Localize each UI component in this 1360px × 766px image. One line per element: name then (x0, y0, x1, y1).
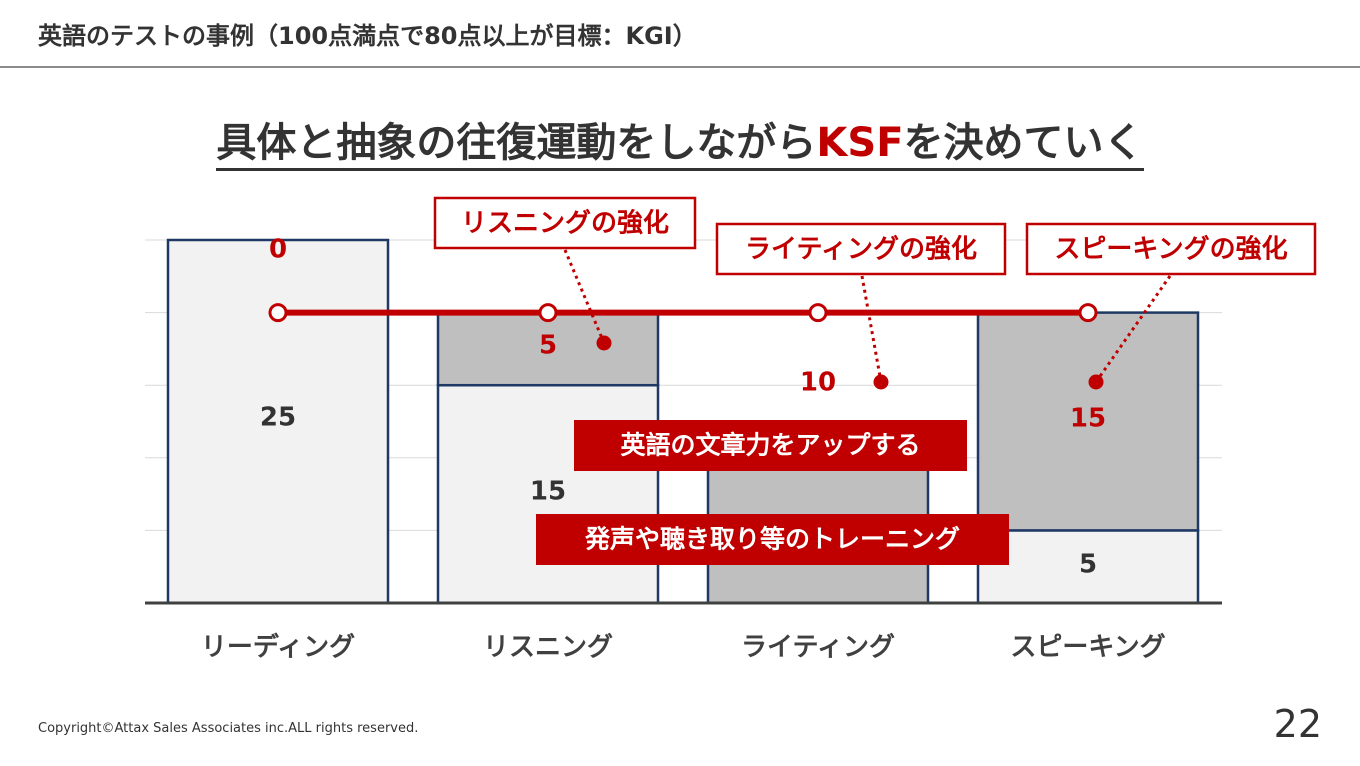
x-tick-label: リーディング (201, 632, 355, 663)
x-tick-label: リスニング (483, 633, 613, 663)
header-title: 英語のテストの事例（100点満点で80点以上が目標：KGI） (38, 22, 697, 50)
callout-box (1025, 222, 1317, 276)
data-label-improvement: 10 (800, 368, 836, 398)
data-label-improvement: 5 (539, 331, 557, 361)
target-marker (268, 303, 288, 323)
page-number: 22 (1273, 702, 1322, 746)
annotation-banner (536, 514, 1009, 565)
callout-leader (563, 249, 606, 344)
title-prefix: 具体と抽象の往復運動をしながら (216, 120, 817, 166)
bar-segment-base (166, 238, 390, 605)
bar-segment-improvement (976, 311, 1200, 532)
x-tick-label: スピーキング (1010, 633, 1165, 663)
callout-label: スピーキングの強化 (1054, 235, 1287, 265)
data-label-improvement: 15 (1070, 404, 1106, 434)
target-marker (1078, 303, 1098, 323)
callout-label: リスニングの強化 (461, 209, 669, 239)
data-label-base: 25 (260, 403, 296, 433)
copyright-text: Copyright©Attax Sales Associates inc.ALL… (38, 721, 419, 736)
data-label-base: 15 (530, 477, 566, 507)
slide-title: 具体と抽象の往復運動をしながらKSFを決めていく (0, 110, 1360, 171)
callout-dot (1088, 374, 1104, 390)
target-marker (808, 303, 828, 323)
x-tick-label: ライティング (741, 633, 895, 663)
callout-leader (860, 275, 883, 383)
data-label-base: 5 (1079, 550, 1097, 580)
target-marker (538, 303, 558, 323)
annotation-label: 発声や聴き取り等のトレーニング (584, 525, 960, 554)
data-label-improvement: 0 (269, 235, 287, 265)
title-suffix: を決めていく (903, 120, 1144, 166)
title-accent: KSF (816, 120, 904, 166)
annotation-banner (574, 420, 967, 471)
callout-box (433, 196, 697, 250)
annotation-label: 英語の文章力をアップする (620, 431, 920, 460)
callout-label: ライティングの強化 (745, 235, 977, 265)
callout-box (715, 222, 1007, 276)
callout-dot (596, 335, 612, 351)
callout-dot (873, 374, 889, 390)
bar-segment-improvement (436, 311, 660, 387)
callout-leader (1094, 275, 1172, 383)
header-divider (0, 66, 1360, 68)
